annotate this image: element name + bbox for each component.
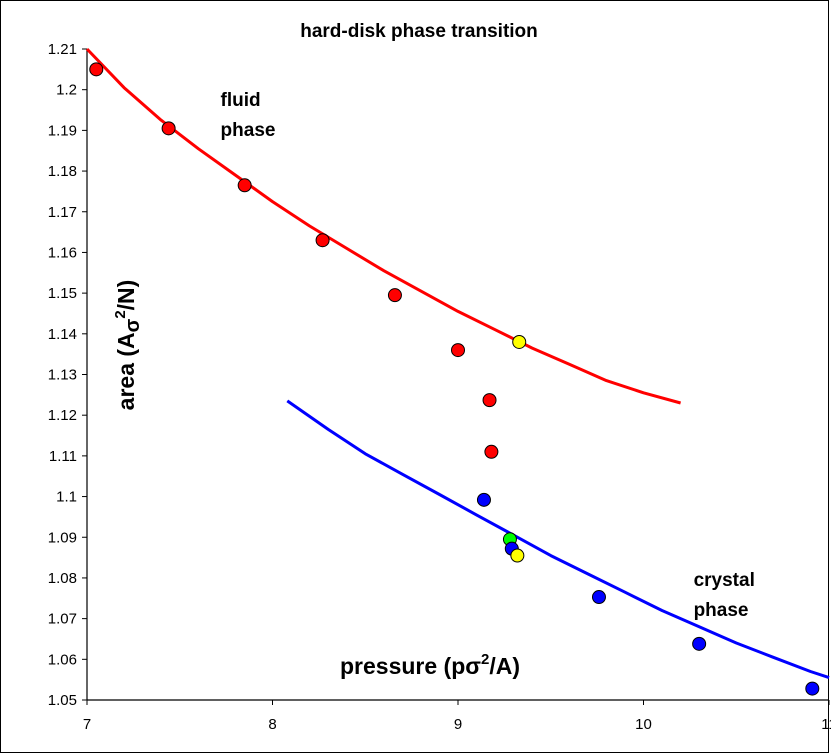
- x-tick-label: 10: [635, 716, 652, 733]
- y-tick-label: 1.06: [48, 651, 77, 668]
- y-tick-label: 1.17: [48, 204, 77, 221]
- data-point: [237, 178, 252, 193]
- x-axis-label-sup: 2: [481, 651, 489, 668]
- fluid-curve: [85, 47, 681, 405]
- data-point: [512, 334, 527, 349]
- data-point: [482, 393, 497, 408]
- data-point: [476, 492, 491, 507]
- x-axis-label: pressure (pσ2/A): [340, 651, 520, 679]
- data-point: [387, 288, 402, 303]
- y-tick-label: 1.21: [48, 41, 77, 58]
- data-point: [89, 62, 104, 77]
- data-point: [161, 121, 176, 136]
- x-tick-label: 7: [83, 716, 91, 733]
- y-tick-label: 1.11: [49, 448, 77, 465]
- y-axis-label-sigma: σ: [122, 318, 144, 332]
- phase-annotation: phase: [221, 120, 276, 141]
- data-point: [805, 681, 820, 696]
- y-tick-label: 1.19: [48, 122, 77, 139]
- phase-annotations: fluid phase crystal phase: [221, 90, 755, 621]
- chart-title: hard-disk phase transition: [300, 21, 538, 42]
- x-axis-label-sigma: σ: [465, 653, 481, 679]
- x-tick-label: 11: [821, 716, 831, 733]
- data-point: [315, 233, 330, 248]
- data-point: [591, 590, 606, 605]
- y-tick-label: 1.2: [56, 82, 77, 99]
- y-tick-label: 1.1: [56, 489, 77, 506]
- y-tick-label: 1.18: [48, 163, 77, 180]
- y-tick-label: 1.07: [48, 611, 77, 628]
- data-point: [484, 444, 499, 459]
- y-tick-label: 1.05: [48, 692, 77, 709]
- data-points: [89, 62, 820, 696]
- x-tick-label: 9: [454, 716, 462, 733]
- crystal-curve: [286, 399, 830, 680]
- data-point: [510, 548, 525, 563]
- phase-annotation: crystal: [694, 570, 755, 591]
- phase-annotation: phase: [694, 600, 749, 621]
- y-tick-label: 1.16: [48, 244, 77, 261]
- y-tick-label: 1.12: [48, 407, 77, 424]
- x-axis-label-pre: pressure (p: [340, 653, 465, 679]
- data-point: [451, 343, 465, 358]
- y-axis-label: area (Aσ2/N): [112, 280, 144, 411]
- y-tick-label: 1.13: [48, 367, 77, 384]
- axis-ticks: 1.05 1.06 1.07 1.08 1.09 1.1 1.11 1.12 1.13 1.14 1…: [48, 41, 831, 733]
- data-point: [692, 636, 707, 651]
- phase-annotation: fluid: [221, 90, 261, 111]
- y-axis-label-sup: 2: [112, 310, 129, 318]
- y-axis-label-pre: area (A: [113, 332, 139, 410]
- y-tick-label: 1.15: [48, 285, 77, 302]
- y-axis-label-post: /N): [113, 280, 139, 311]
- y-tick-label: 1.14: [48, 326, 77, 343]
- x-tick-label: 8: [268, 716, 276, 733]
- y-tick-label: 1.08: [48, 570, 77, 587]
- x-axis-label-post: /A): [489, 653, 520, 679]
- y-tick-label: 1.09: [48, 529, 77, 546]
- fit-curves: [85, 47, 830, 680]
